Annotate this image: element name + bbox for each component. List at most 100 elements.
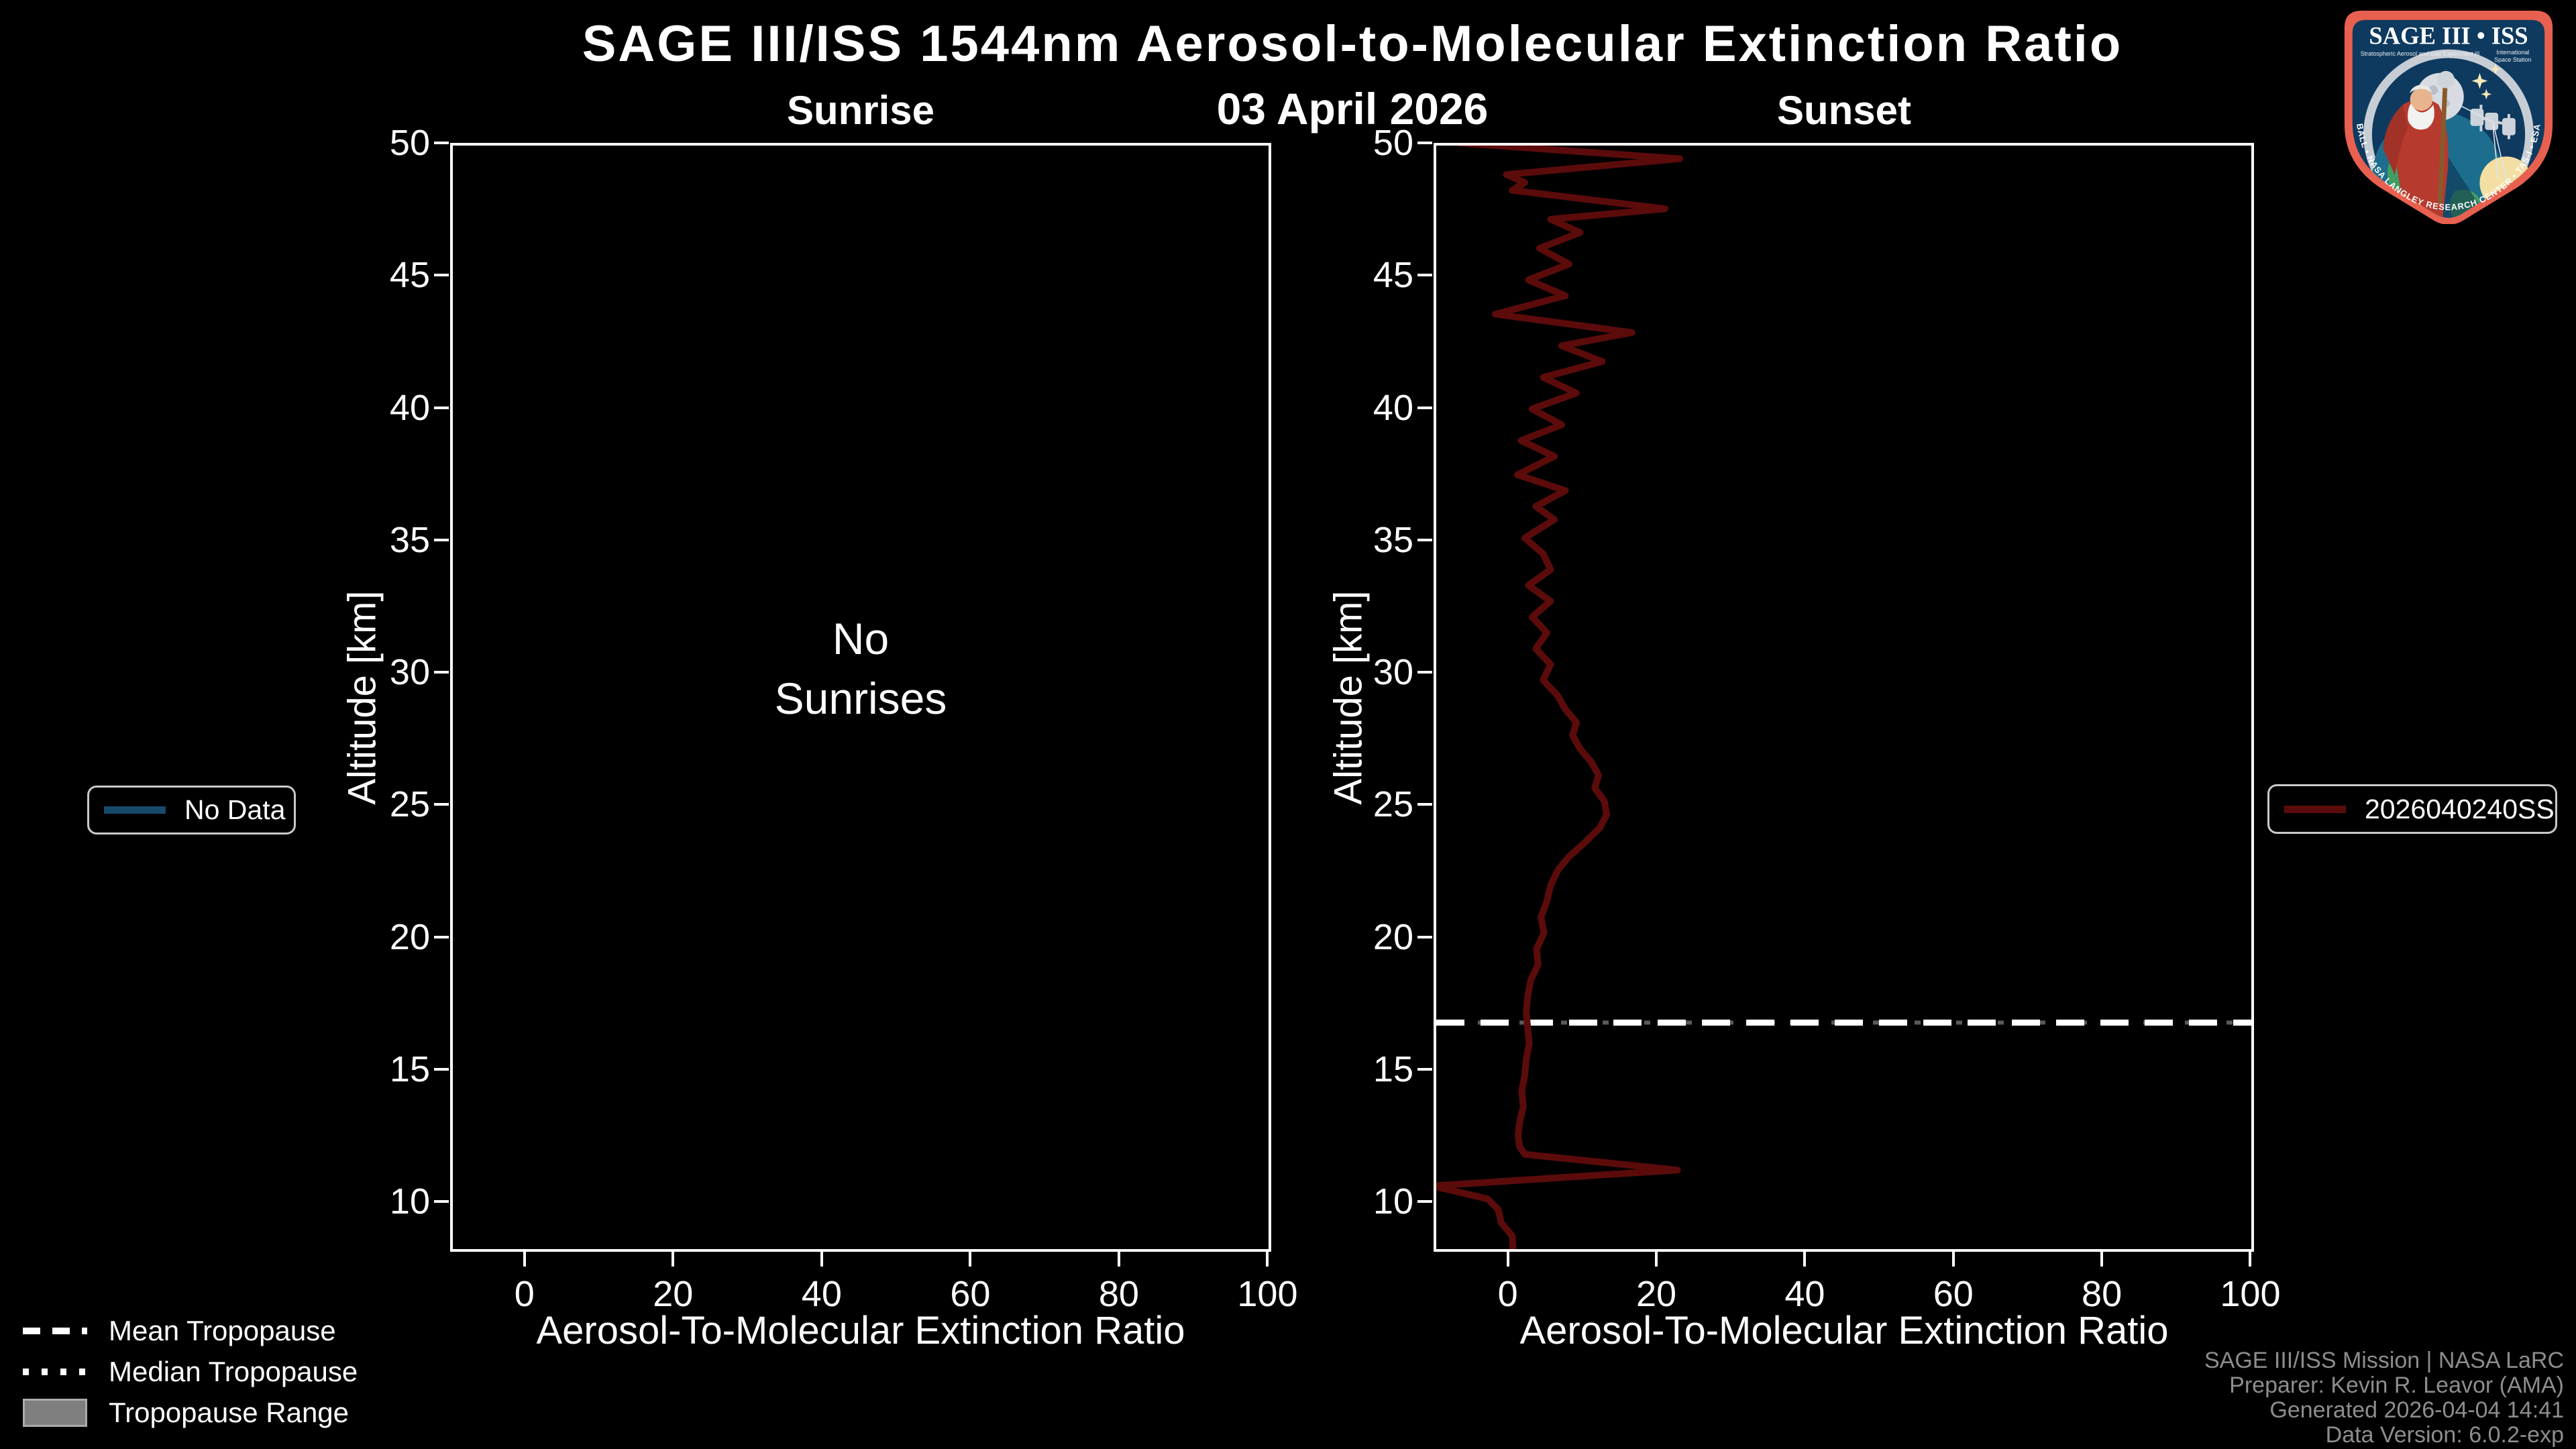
no-sunrises-line2: Sunrises bbox=[774, 673, 947, 723]
y-tick-mark bbox=[434, 1067, 449, 1071]
date-title: 03 April 2026 bbox=[1216, 84, 1489, 133]
y-tick-label: 10 bbox=[1373, 1181, 1413, 1222]
x-tick-label: 0 bbox=[514, 1274, 535, 1314]
y-tick-mark bbox=[434, 142, 449, 144]
sunrise-panel-title: Sunrise bbox=[786, 88, 935, 133]
x-tick-mark bbox=[2249, 1252, 2252, 1267]
x-tick-label: 100 bbox=[2220, 1274, 2281, 1314]
sight-lines bbox=[2458, 104, 2507, 180]
tropopause-range-box-icon bbox=[23, 1398, 87, 1427]
patch-title: SAGE III • ISS bbox=[2369, 21, 2528, 49]
x-tick-mark bbox=[1951, 1252, 1955, 1267]
no-data-legend-line bbox=[104, 806, 166, 814]
footer-version-line: Data Version: 6.0.2-exp bbox=[2325, 1422, 2564, 1448]
x-tick-mark bbox=[1655, 1252, 1658, 1267]
y-tick-label: 35 bbox=[1373, 519, 1413, 560]
x-tick-mark bbox=[969, 1252, 972, 1267]
tropopause-range-legend-row: Tropopause Range bbox=[23, 1392, 358, 1433]
y-tick-mark bbox=[1417, 1067, 1432, 1071]
mean-tropopause-legend-row: Mean Tropopause bbox=[23, 1310, 358, 1351]
y-tick-label: 20 bbox=[389, 916, 430, 957]
median-tropopause-legend-row: Median Tropopause bbox=[23, 1351, 358, 1392]
y-tick-label: 25 bbox=[389, 784, 430, 825]
y-tick-mark bbox=[1417, 274, 1432, 277]
y-tick-mark bbox=[1417, 1200, 1432, 1203]
event-legend-label: 2026040240SS bbox=[2365, 793, 2555, 824]
x-tick-label: 40 bbox=[1784, 1274, 1825, 1314]
y-tick-mark bbox=[434, 538, 449, 541]
y-tick-label: 20 bbox=[1373, 916, 1413, 957]
x-tick-mark bbox=[1506, 1252, 1509, 1267]
y-tick-label: 40 bbox=[389, 387, 430, 428]
footer-mission-line: SAGE III/ISS Mission | NASA LaRC bbox=[2204, 1348, 2564, 1373]
y-tick-mark bbox=[1417, 803, 1432, 806]
y-tick-mark bbox=[1417, 406, 1432, 409]
y-tick-label: 15 bbox=[1373, 1049, 1413, 1089]
mean-tropopause-dashed-line-icon bbox=[23, 1327, 87, 1334]
tropopause-range-label: Tropopause Range bbox=[109, 1396, 350, 1428]
x-tick-mark bbox=[672, 1252, 675, 1267]
moon-crater-1 bbox=[2428, 85, 2438, 95]
patch-subtitle-left: Stratospheric Aerosol and Gas Experiment… bbox=[2361, 50, 2480, 57]
event-legend: 2026040240SS bbox=[2267, 784, 2557, 834]
y-tick-label: 15 bbox=[389, 1049, 430, 1089]
x-tick-label: 80 bbox=[1098, 1274, 1139, 1314]
x-tick-mark bbox=[2100, 1252, 2104, 1267]
x-tick-label: 60 bbox=[1933, 1274, 1974, 1314]
y-tick-mark bbox=[1417, 935, 1432, 938]
y-tick-label: 25 bbox=[1373, 784, 1413, 825]
sunrise-y-axis-label: Altitude [km] bbox=[340, 590, 384, 805]
y-tick-label: 40 bbox=[1373, 387, 1413, 428]
page-title: SAGE III/ISS 1544nm Aerosol-to-Molecular… bbox=[582, 15, 2123, 72]
x-tick-label: 20 bbox=[1635, 1274, 1677, 1314]
no-data-legend-label: No Data bbox=[184, 794, 286, 825]
y-tick-label: 50 bbox=[1373, 123, 1413, 163]
sunset-panel-title: Sunset bbox=[1776, 88, 1912, 133]
sunset-profile-chart bbox=[1436, 146, 2251, 1249]
mission-patch-svg: SAGE III • ISS Stratospheric Aerosol and… bbox=[2344, 10, 2553, 224]
sunset-y-axis-label: Altitude [km] bbox=[1326, 590, 1371, 805]
x-tick-label: 0 bbox=[1497, 1274, 1518, 1314]
sunrise-plot-panel: No Sunrises bbox=[450, 143, 1271, 1252]
y-tick-mark bbox=[1417, 538, 1432, 541]
y-tick-mark bbox=[434, 671, 449, 674]
x-tick-label: 100 bbox=[1237, 1274, 1298, 1314]
median-tropopause-dotted-line-icon bbox=[23, 1368, 87, 1375]
sunset-x-axis-label: Aerosol-To-Molecular Extinction Ratio bbox=[1519, 1309, 2169, 1352]
extinction-ratio-profile-2026040240SS bbox=[1436, 146, 1683, 1249]
y-tick-mark bbox=[1417, 142, 1432, 144]
y-tick-mark bbox=[434, 274, 449, 277]
y-tick-label: 30 bbox=[1373, 652, 1413, 693]
footer-generated-line: Generated 2026-04-04 14:41 bbox=[2269, 1397, 2564, 1423]
iss-icon bbox=[2470, 105, 2516, 140]
sunset-plot-panel bbox=[1434, 143, 2254, 1252]
y-tick-label: 45 bbox=[389, 255, 430, 296]
y-tick-label: 45 bbox=[1373, 255, 1413, 296]
y-tick-mark bbox=[434, 1200, 449, 1203]
x-tick-label: 80 bbox=[2082, 1274, 2123, 1314]
y-tick-mark bbox=[434, 803, 449, 806]
y-tick-label: 50 bbox=[389, 123, 430, 163]
mean-tropopause-label: Mean Tropopause bbox=[109, 1314, 336, 1346]
x-tick-label: 60 bbox=[950, 1274, 991, 1314]
tropopause-legend: Mean Tropopause Median Tropopause Tropop… bbox=[23, 1310, 358, 1433]
no-sunrises-line1: No bbox=[832, 613, 890, 663]
y-tick-label: 30 bbox=[389, 652, 430, 693]
sage-iii-iss-mission-patch-logo: SAGE III • ISS Stratospheric Aerosol and… bbox=[2339, 5, 2558, 224]
y-tick-mark bbox=[434, 935, 449, 938]
patch-subtitle-right-1: International bbox=[2496, 49, 2529, 56]
sunrise-x-axis-label: Aerosol-To-Molecular Extinction Ratio bbox=[536, 1309, 1185, 1352]
y-tick-label: 10 bbox=[389, 1181, 430, 1222]
x-tick-mark bbox=[1266, 1252, 1269, 1267]
event-legend-line bbox=[2284, 805, 2346, 813]
patch-subtitle-right-2: Space Station bbox=[2494, 56, 2531, 63]
x-tick-mark bbox=[820, 1252, 823, 1267]
footer-credits: SAGE III/ISS Mission | NASA LaRC Prepare… bbox=[2204, 1348, 2564, 1448]
star-icon bbox=[2471, 63, 2502, 100]
no-sunrises-annotation: No Sunrises bbox=[453, 609, 1269, 729]
x-tick-label: 40 bbox=[801, 1274, 842, 1314]
x-tick-mark bbox=[523, 1252, 526, 1267]
y-tick-label: 35 bbox=[389, 519, 430, 560]
no-data-legend: No Data bbox=[87, 786, 296, 835]
y-tick-mark bbox=[1417, 671, 1432, 674]
